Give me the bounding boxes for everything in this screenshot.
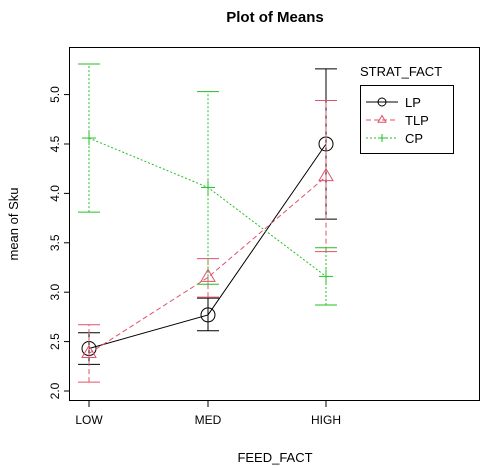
y-tick-label: 3.5 bbox=[48, 234, 62, 251]
legend-items: LP TLP CP bbox=[366, 95, 429, 146]
point-marker bbox=[377, 114, 387, 123]
x-axis-label: FEED_FACT bbox=[237, 450, 312, 465]
legend-item-tlp: TLP bbox=[366, 113, 429, 128]
plot-box bbox=[69, 47, 480, 401]
error-bar bbox=[78, 63, 100, 213]
point-marker bbox=[201, 180, 215, 195]
error-bar bbox=[315, 100, 337, 253]
x-tick-label: MED bbox=[195, 413, 222, 427]
x-tick-label: HIGH bbox=[311, 413, 341, 427]
series-line bbox=[88, 176, 327, 354]
series-lp bbox=[78, 68, 337, 365]
y-tick-label: 5.0 bbox=[48, 86, 62, 103]
legend-item-cp: CP bbox=[366, 131, 423, 146]
point-marker bbox=[200, 268, 216, 282]
y-tick-label: 3.0 bbox=[48, 284, 62, 301]
legend-label: CP bbox=[405, 131, 423, 146]
point-marker bbox=[81, 344, 97, 358]
point-marker bbox=[200, 307, 216, 323]
legend-box bbox=[360, 85, 454, 154]
series-line bbox=[88, 143, 327, 349]
point-marker bbox=[82, 131, 96, 146]
legend: STRAT_FACT LP TLP CP bbox=[360, 64, 454, 154]
x-axis: LOW MED HIGH bbox=[75, 401, 341, 427]
y-axis: 2.0 2.5 3.0 3.5 4.0 4.5 5.0 bbox=[48, 86, 70, 399]
y-tick-label: 4.0 bbox=[48, 185, 62, 202]
point-marker bbox=[319, 269, 333, 284]
y-tick-label: 4.5 bbox=[48, 135, 62, 152]
legend-label: TLP bbox=[405, 113, 429, 128]
legend-item-lp: LP bbox=[366, 95, 421, 110]
y-tick-label: 2.5 bbox=[48, 333, 62, 350]
y-axis-label: mean of Sku bbox=[6, 188, 21, 261]
series-cp bbox=[78, 63, 337, 306]
series-layer bbox=[78, 63, 337, 383]
point-marker bbox=[377, 97, 387, 107]
point-marker bbox=[378, 134, 386, 142]
legend-title: STRAT_FACT bbox=[360, 64, 442, 79]
point-marker bbox=[318, 167, 334, 182]
legend-label: LP bbox=[405, 95, 421, 110]
chart-title: Plot of Means bbox=[226, 9, 324, 26]
x-tick-label: LOW bbox=[75, 413, 103, 427]
y-tick-label: 2.0 bbox=[48, 382, 62, 399]
